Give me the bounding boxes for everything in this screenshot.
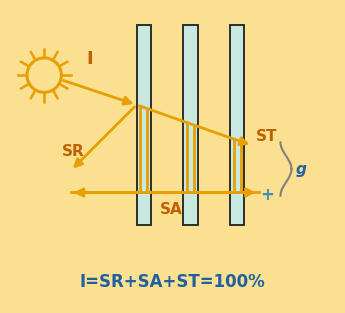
Text: ST: ST <box>255 129 277 144</box>
Bar <box>184 25 198 225</box>
Text: SR: SR <box>61 145 84 160</box>
Text: I: I <box>87 50 93 68</box>
Text: I=SR+SA+ST=100%: I=SR+SA+ST=100% <box>80 273 265 291</box>
Text: g: g <box>295 162 306 177</box>
Text: SA: SA <box>160 203 183 218</box>
Bar <box>137 25 150 225</box>
Bar <box>230 25 245 225</box>
Text: +: + <box>260 186 274 204</box>
